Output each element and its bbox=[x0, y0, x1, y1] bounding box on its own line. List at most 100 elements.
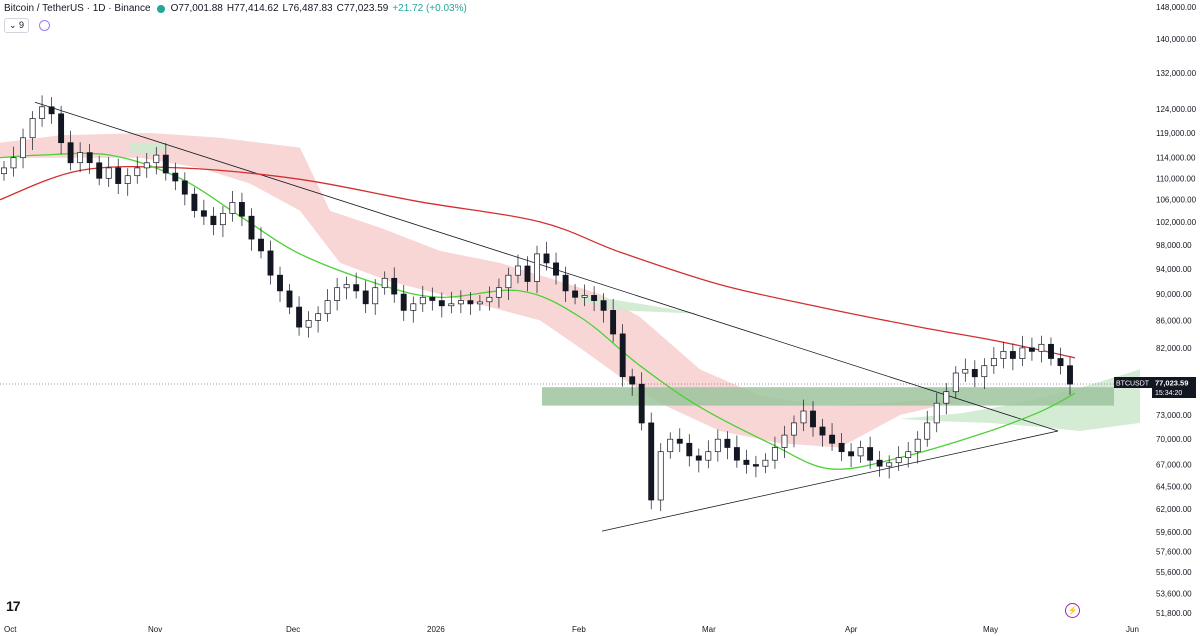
candle[interactable] bbox=[77, 142, 84, 173]
candle[interactable] bbox=[372, 279, 379, 315]
candle[interactable] bbox=[1019, 335, 1026, 367]
candle[interactable] bbox=[867, 436, 874, 469]
candle[interactable] bbox=[419, 285, 426, 312]
candle[interactable] bbox=[20, 128, 26, 169]
candle[interactable] bbox=[752, 455, 759, 478]
candle[interactable] bbox=[553, 252, 559, 285]
candle[interactable] bbox=[238, 192, 245, 227]
candle[interactable] bbox=[876, 451, 883, 477]
candle[interactable] bbox=[619, 324, 626, 387]
candle[interactable] bbox=[391, 267, 398, 303]
candle[interactable] bbox=[705, 440, 712, 469]
candle[interactable] bbox=[743, 449, 750, 474]
candle[interactable] bbox=[629, 368, 636, 396]
candle[interactable] bbox=[153, 147, 160, 175]
candle[interactable] bbox=[229, 191, 236, 222]
candle[interactable] bbox=[524, 256, 531, 292]
candle[interactable] bbox=[277, 266, 283, 302]
candle[interactable] bbox=[476, 295, 483, 311]
candle[interactable] bbox=[1057, 347, 1064, 375]
candle[interactable] bbox=[400, 285, 407, 321]
candle[interactable] bbox=[943, 383, 950, 415]
candle[interactable] bbox=[495, 278, 502, 308]
candle[interactable] bbox=[48, 97, 55, 124]
candle[interactable] bbox=[562, 266, 569, 302]
candle[interactable] bbox=[572, 284, 579, 305]
candle[interactable] bbox=[172, 162, 179, 191]
candle[interactable] bbox=[58, 105, 65, 155]
candle[interactable] bbox=[848, 443, 855, 467]
candle[interactable] bbox=[819, 418, 826, 447]
candle[interactable] bbox=[733, 435, 740, 468]
candle[interactable] bbox=[581, 284, 588, 307]
candle[interactable] bbox=[210, 207, 217, 236]
candle[interactable] bbox=[143, 153, 150, 178]
candle[interactable] bbox=[695, 448, 702, 473]
candle[interactable] bbox=[610, 299, 617, 343]
candle[interactable] bbox=[324, 289, 331, 322]
candle[interactable] bbox=[829, 423, 836, 451]
candle[interactable] bbox=[296, 296, 303, 336]
candle[interactable] bbox=[657, 443, 664, 512]
candle[interactable] bbox=[534, 245, 540, 294]
candle[interactable] bbox=[962, 358, 969, 382]
candle[interactable] bbox=[362, 280, 369, 314]
candle[interactable] bbox=[429, 287, 436, 311]
candle[interactable] bbox=[29, 111, 36, 150]
candle[interactable] bbox=[334, 278, 341, 311]
candle[interactable] bbox=[505, 267, 512, 300]
candle[interactable] bbox=[467, 292, 474, 315]
candle[interactable] bbox=[714, 429, 721, 462]
candle[interactable] bbox=[600, 293, 607, 323]
candle[interactable] bbox=[1048, 337, 1054, 366]
indicators-toggle[interactable]: ⌄ 9 bbox=[4, 18, 30, 33]
bolt-icon[interactable]: ⚡ bbox=[1065, 603, 1080, 618]
candle[interactable] bbox=[771, 436, 778, 469]
candle[interactable] bbox=[676, 428, 683, 453]
candle[interactable] bbox=[543, 241, 550, 271]
candle[interactable] bbox=[124, 168, 131, 196]
candle[interactable] bbox=[800, 399, 807, 432]
candle[interactable] bbox=[648, 412, 655, 510]
candle[interactable] bbox=[191, 187, 198, 218]
candle[interactable] bbox=[381, 271, 388, 295]
candle[interactable] bbox=[10, 146, 17, 177]
candle[interactable] bbox=[781, 425, 788, 458]
candle[interactable] bbox=[115, 158, 122, 194]
candle[interactable] bbox=[181, 172, 188, 206]
candle[interactable] bbox=[96, 155, 103, 186]
candle[interactable] bbox=[1028, 337, 1035, 361]
candle[interactable] bbox=[791, 415, 797, 448]
candle[interactable] bbox=[952, 366, 959, 399]
candle[interactable] bbox=[86, 144, 93, 174]
candle[interactable] bbox=[410, 296, 417, 323]
candle[interactable] bbox=[886, 455, 893, 479]
candle[interactable] bbox=[39, 95, 46, 127]
candle[interactable] bbox=[971, 360, 978, 388]
indicator-settings-icon[interactable] bbox=[39, 20, 51, 31]
symbol-title[interactable]: Bitcoin / TetherUS · 1D · Binance bbox=[4, 3, 151, 14]
candle[interactable] bbox=[1009, 343, 1016, 371]
candle[interactable] bbox=[914, 431, 921, 464]
ascending-trendline[interactable] bbox=[601, 430, 1059, 532]
candle[interactable] bbox=[515, 254, 521, 284]
candle[interactable] bbox=[105, 157, 112, 187]
candle[interactable] bbox=[486, 286, 493, 311]
candle[interactable] bbox=[990, 347, 997, 374]
candle[interactable] bbox=[810, 401, 816, 437]
candle[interactable] bbox=[1038, 335, 1045, 363]
candle[interactable] bbox=[924, 410, 931, 447]
candle[interactable] bbox=[1067, 356, 1073, 395]
candle[interactable] bbox=[448, 291, 455, 314]
candle[interactable] bbox=[895, 446, 902, 471]
candle[interactable] bbox=[981, 358, 988, 389]
candle[interactable] bbox=[200, 199, 207, 225]
candle[interactable] bbox=[219, 206, 226, 237]
candle[interactable] bbox=[286, 284, 293, 315]
candle[interactable] bbox=[857, 440, 864, 463]
candle[interactable] bbox=[438, 292, 445, 318]
candle[interactable] bbox=[591, 286, 598, 312]
candle[interactable] bbox=[762, 453, 769, 474]
candle[interactable] bbox=[667, 432, 674, 459]
